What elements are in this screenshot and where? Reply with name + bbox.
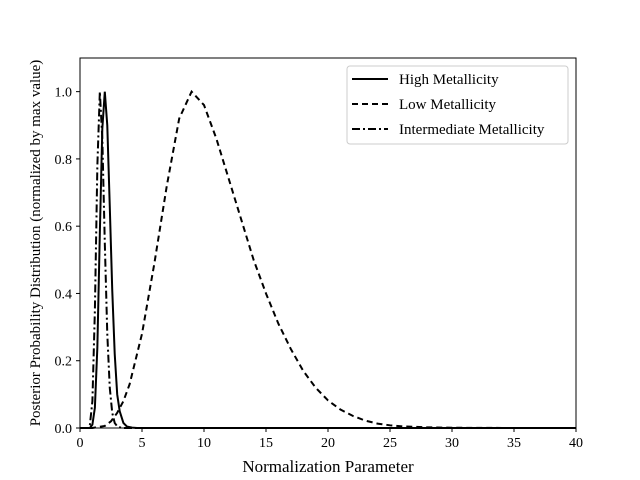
y-axis-label: Posterior Probability Distribution (norm… xyxy=(28,60,44,427)
x-tick-label: 40 xyxy=(569,436,583,451)
x-tick-label: 15 xyxy=(259,436,273,451)
legend-entries: High Metallicity Low Metallicity Intermedi… xyxy=(352,72,545,138)
y-tick-label: 0.6 xyxy=(55,220,73,235)
legend: High Metallicity Low Metallicity Intermedi… xyxy=(346,65,569,145)
y-tick-label: 1.0 xyxy=(55,86,73,101)
x-tick-label: 30 xyxy=(445,436,459,451)
x-tick-label: 10 xyxy=(197,436,211,451)
y-tick-label: 0.0 xyxy=(55,422,73,437)
y-tick-label: 0.8 xyxy=(55,153,73,168)
x-axis-label: Normalization Parameter xyxy=(242,457,414,476)
plot-lines xyxy=(80,89,576,429)
legend-label-2: Intermediate Metallicity xyxy=(399,122,545,138)
legend-label-0: High Metallicity xyxy=(399,72,499,88)
x-tick-label: 25 xyxy=(383,436,397,451)
x-tick-label: 35 xyxy=(507,436,521,451)
x-tick-label: 5 xyxy=(139,436,146,451)
x-tick-label: 0 xyxy=(77,436,84,451)
x-axis-ticks: 0 5 10 15 20 25 30 35 40 xyxy=(77,428,583,451)
y-tick-label: 0.4 xyxy=(55,287,73,302)
x-tick-label: 20 xyxy=(321,436,335,451)
legend-label-1: Low Metallicity xyxy=(399,97,497,113)
legend-box xyxy=(346,65,569,145)
series-line-1 xyxy=(80,89,576,429)
y-axis-ticks: 0.0 0.2 0.4 0.6 0.8 1.0 xyxy=(55,86,80,437)
y-tick-label: 0.2 xyxy=(55,355,73,370)
